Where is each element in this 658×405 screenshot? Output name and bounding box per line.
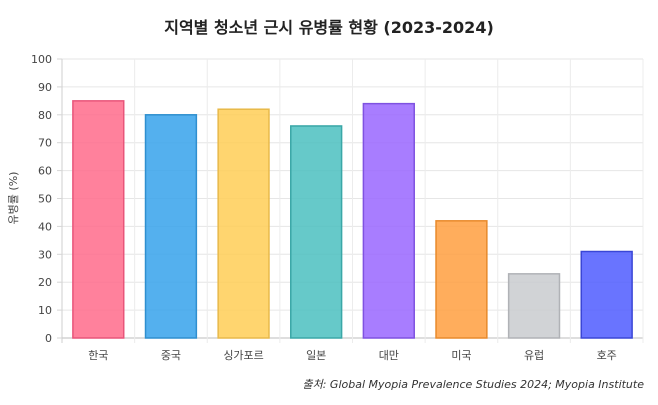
source-note: 출처: Global Myopia Prevalence Studies 202… (302, 378, 644, 391)
chart-title: 지역별 청소년 근시 유병률 현황 (2023-2024) (164, 18, 494, 37)
y-tick-label: 90 (38, 81, 52, 94)
x-tick-label: 유럽 (524, 348, 544, 362)
bar-4[interactable] (290, 125, 343, 339)
x-tick-label: 미국 (451, 349, 471, 362)
axis-layer: 0 10 20 30 40 50 60 70 80 90 100 한국 중국 싱가포르 일본 대만 미국 유럽 호주 (31, 53, 617, 362)
bar-6[interactable] (435, 220, 488, 339)
x-tick-label: 싱가포르 (223, 349, 263, 362)
bar-3[interactable] (217, 108, 270, 339)
y-tick-label: 100 (31, 53, 52, 66)
y-tick-label: 10 (38, 304, 52, 317)
bar-1[interactable] (72, 100, 125, 339)
y-tick-label: 80 (38, 109, 52, 122)
y-tick-label: 30 (38, 248, 52, 261)
bar-5[interactable] (362, 102, 415, 339)
y-tick-label: 50 (38, 193, 52, 206)
bar-2[interactable] (144, 114, 198, 339)
bar-layer (72, 100, 633, 339)
x-tick-label: 호주 (597, 349, 617, 362)
x-tick-label: 중국 (161, 349, 181, 362)
x-tick-label: 일본 (306, 348, 326, 362)
bar-8[interactable] (580, 250, 633, 339)
x-tick-label: 대만 (379, 349, 399, 362)
y-tick-label: 20 (38, 276, 52, 289)
x-tick-label: 한국 (88, 349, 108, 362)
y-tick-label: 0 (45, 332, 52, 345)
y-tick-label: 40 (38, 220, 52, 233)
y-axis-label: 유병률 (%) (7, 172, 20, 225)
bar-7[interactable] (507, 273, 561, 339)
y-tick-label: 70 (38, 137, 52, 150)
y-tick-label: 60 (38, 165, 52, 178)
